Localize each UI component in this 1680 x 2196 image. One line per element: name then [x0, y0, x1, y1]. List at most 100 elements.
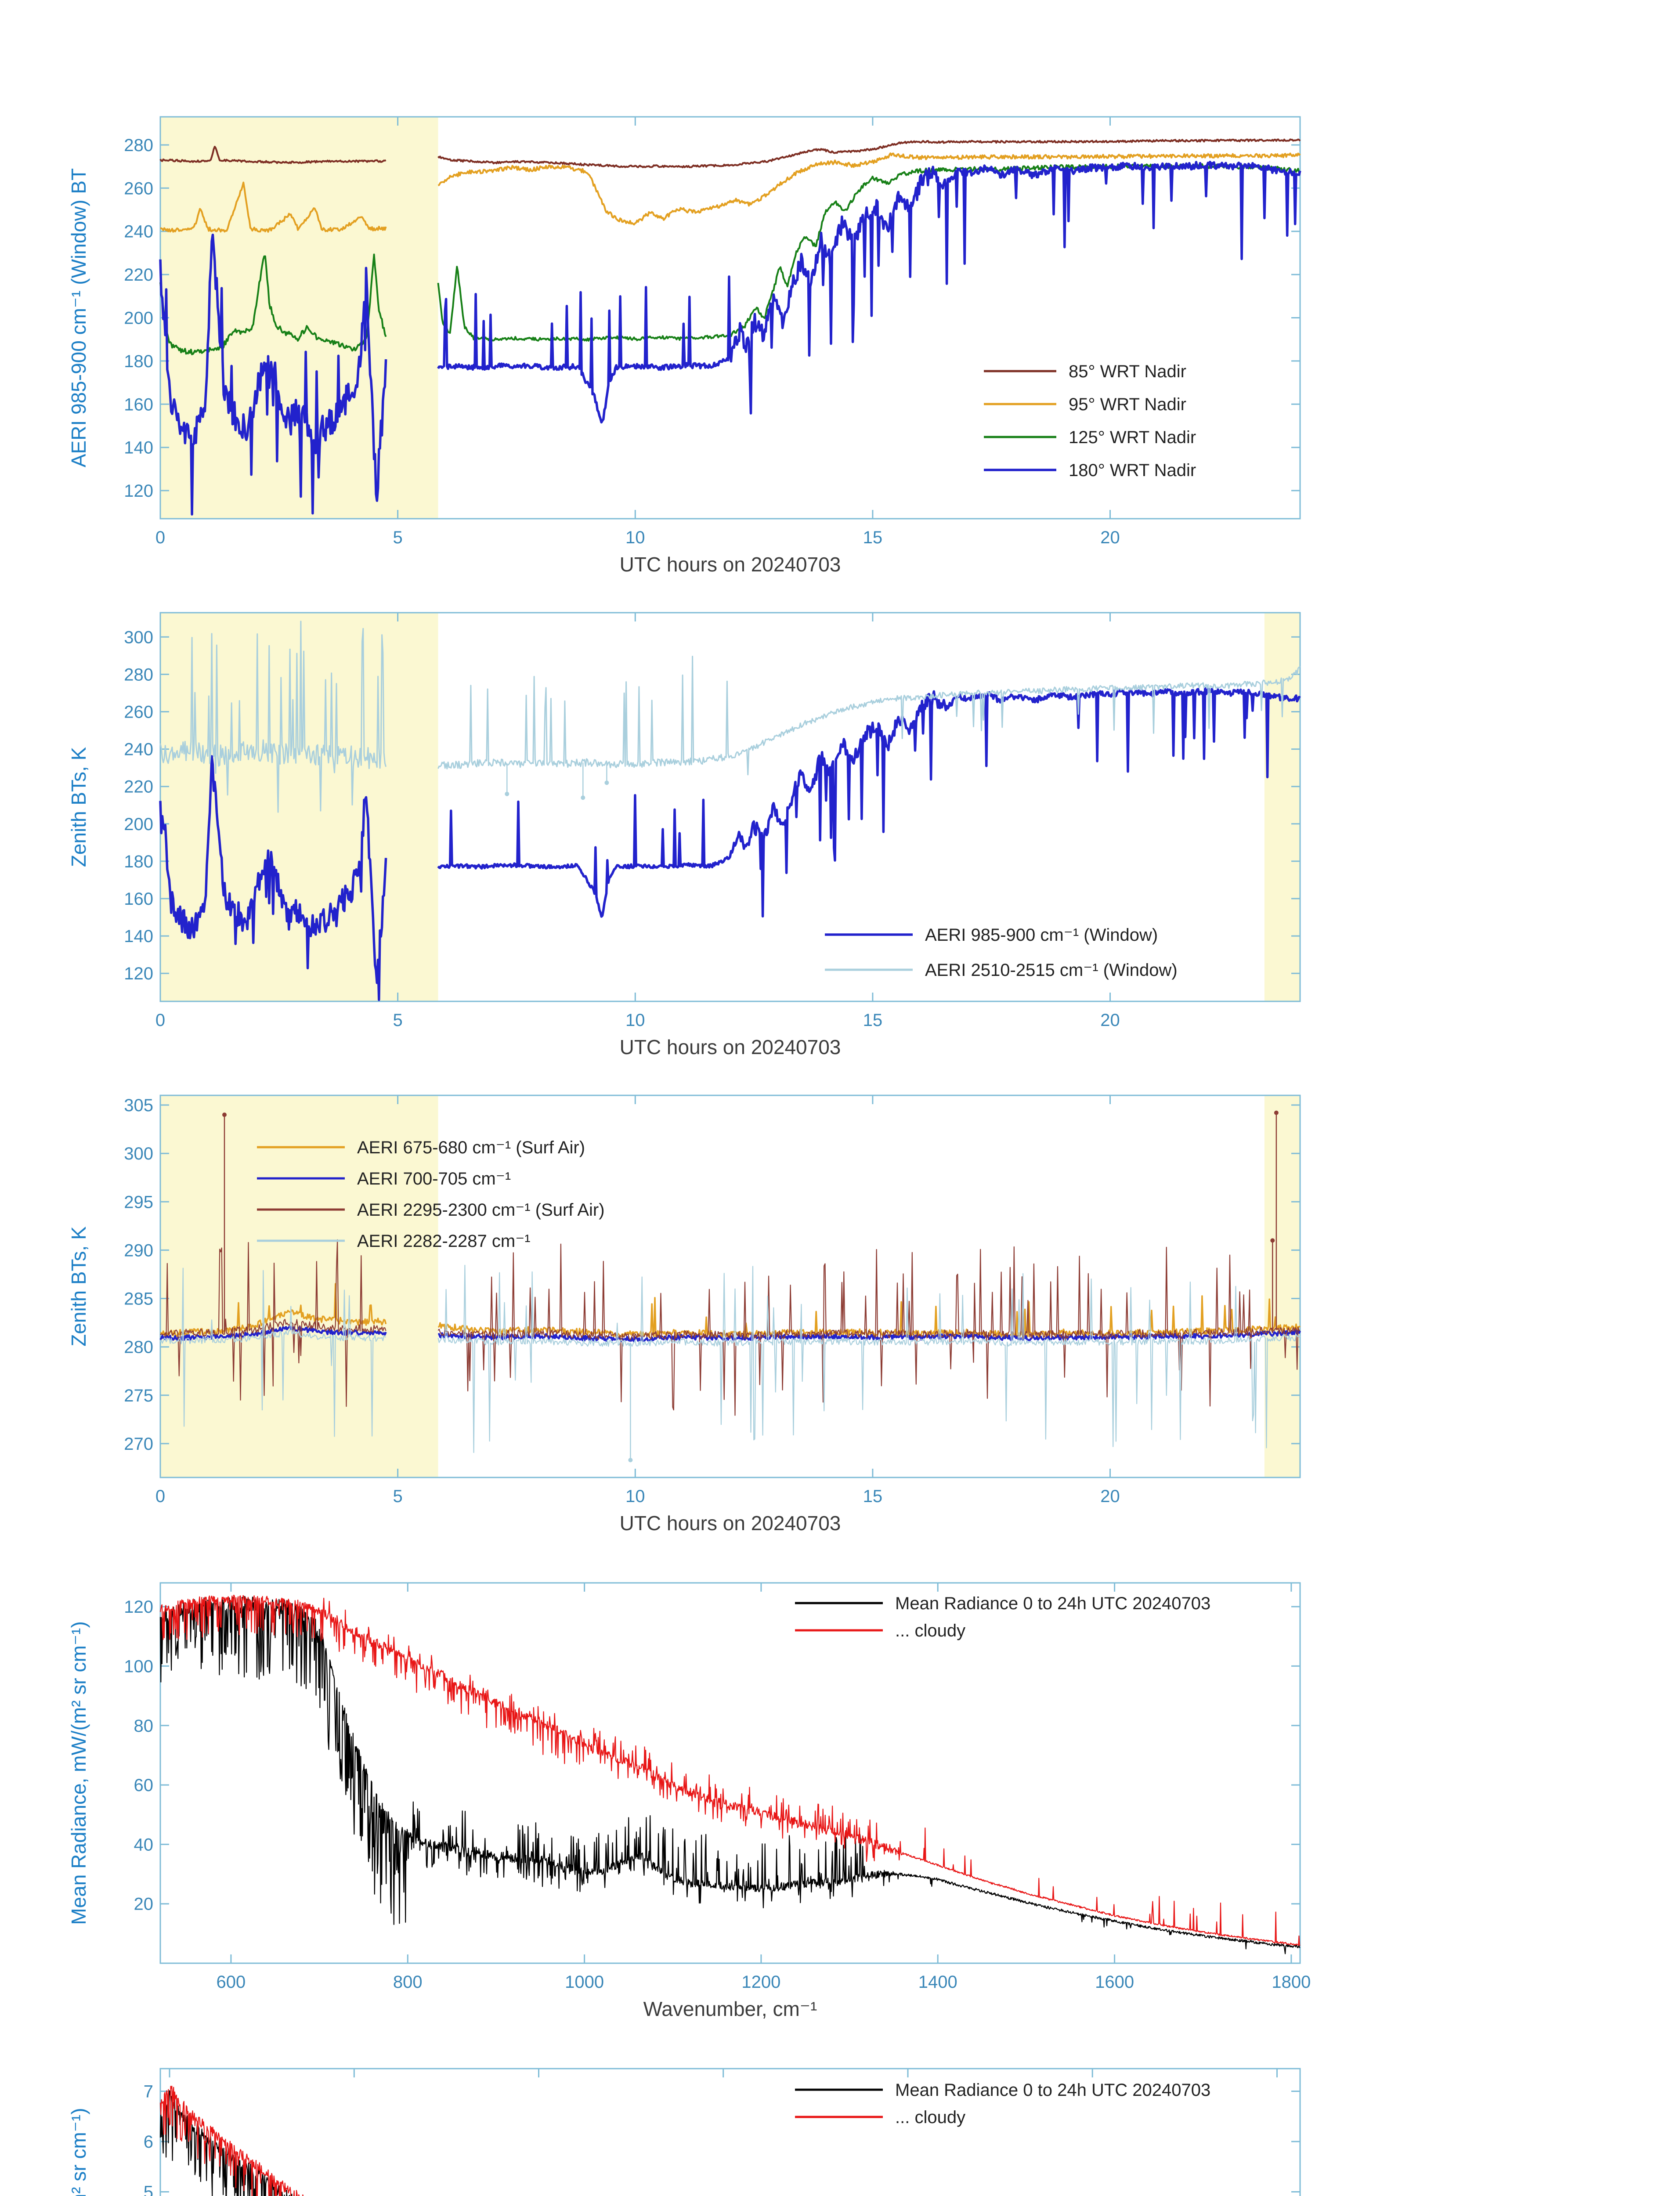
legend-label-85-wrt-nadir: 85° WRT Nadir	[1069, 362, 1186, 381]
y-axis-title: AERI 985-900 cm⁻¹ (Window) BT	[67, 168, 90, 467]
y-tick-label: 270	[124, 1434, 153, 1454]
y-axis-title: Zenith BTs, K	[67, 747, 90, 867]
series-line-mean-radiance-0-to-24h-utc-20240703	[159, 1596, 1301, 1954]
highlight-band	[1264, 613, 1300, 1001]
highlight-band	[1264, 1095, 1300, 1477]
panel-3: 0 5 10 15 20 270 275 280 285 290 295 300 305 AERI 675…	[67, 1094, 1301, 1535]
x-axis-title: UTC hours on 20240703	[620, 553, 841, 576]
y-tick-label: 260	[124, 703, 153, 722]
y-tick-label: 240	[124, 222, 153, 242]
series-line-aeri-2282-2287-cm	[437, 1264, 1301, 1453]
legend-label-95-wrt-nadir: 95° WRT Nadir	[1069, 395, 1186, 414]
legend-label-125-wrt-nadir: 125° WRT Nadir	[1069, 428, 1196, 447]
y-tick-label: 300	[124, 628, 153, 647]
x-axis-title: Wavenumber, cm⁻¹	[643, 1997, 817, 2020]
x-tick-label: 1800	[1272, 1972, 1311, 1992]
series-marker-aeri-2295-2300-cm-surf-air	[1270, 1238, 1275, 1243]
series-line-125-wrt-nadir	[159, 253, 387, 355]
series-line-mean-radiance-0-to-24h-utc-20240703	[159, 2090, 296, 2196]
series-line-aeri-2510-2515-cm-window	[437, 656, 1301, 776]
y-tick-label: 180	[124, 352, 153, 371]
series-line-95-wrt-nadir	[160, 181, 387, 233]
y-axis-title: Zenith BTs, K	[67, 1226, 90, 1347]
highlight-band	[160, 1095, 438, 1477]
y-axis-title: Mean Radiance, mW/(m² sr cm⁻¹)	[67, 2108, 90, 2196]
series-line-95-wrt-nadir	[437, 152, 1301, 226]
series-marker-aeri-2282-2287-cm	[628, 1458, 633, 1463]
series-marker-aeri-2510-2515-cm-window	[581, 795, 585, 800]
x-tick-label: 0	[155, 1487, 165, 1506]
x-tick-label: 5	[393, 1011, 402, 1030]
y-axis-title: Mean Radiance, mW/(m² sr cm⁻¹)	[67, 1621, 90, 1925]
series-line-180-wrt-nadir	[437, 160, 1301, 424]
y-tick-label: 100	[124, 1657, 153, 1676]
x-tick-label: 0	[155, 528, 165, 547]
legend-label-mean-radiance-0-to-24h-utc-20240703: Mean Radiance 0 to 24h UTC 20240703	[895, 1594, 1210, 1613]
y-tick-label: 220	[124, 265, 153, 285]
x-tick-label: 5	[393, 1487, 402, 1506]
x-tick-label: 20	[1100, 528, 1120, 547]
y-tick-label: 275	[124, 1386, 153, 1405]
series-line-cloudy	[159, 1594, 1301, 1946]
x-tick-label: 10	[625, 528, 645, 547]
x-tick-label: 5	[393, 528, 402, 547]
y-tick-label: 120	[124, 481, 153, 501]
y-tick-label: 180	[124, 852, 153, 871]
panel-2: 0 5 10 15 20 120 140 160 180 200 220 240 260 280 300 AE…	[67, 612, 1301, 1058]
y-tick-label: 305	[124, 1096, 153, 1115]
series-line-cloudy	[159, 2085, 304, 2196]
series-marker-aeri-2295-2300-cm-surf-air	[222, 1112, 227, 1117]
series-line-85-wrt-nadir	[159, 145, 387, 164]
legend-label-cloudy: ... cloudy	[895, 1621, 965, 1640]
y-tick-label: 120	[124, 1597, 153, 1617]
x-tick-label: 1200	[741, 1972, 780, 1992]
series-marker-aeri-2510-2515-cm-window	[604, 780, 609, 785]
legend-label-aeri-675-680-cm-surf-air: AERI 675-680 cm⁻¹ (Surf Air)	[357, 1138, 585, 1157]
legend-label-aeri-2282-2287-cm: AERI 2282-2287 cm⁻¹	[357, 1232, 531, 1251]
x-tick-label: 1600	[1095, 1972, 1134, 1992]
plot-box	[159, 1094, 1301, 1478]
y-tick-label: 260	[124, 179, 153, 198]
y-tick-label: 120	[124, 964, 153, 983]
panel-5: 180020002200240026002800300001234567Mean…	[67, 2068, 1301, 2196]
x-axis-title: UTC hours on 20240703	[620, 1512, 841, 1535]
y-tick-label: 160	[124, 395, 153, 414]
legend-label-aeri-2510-2515-cm-window: AERI 2510-2515 cm⁻¹ (Window)	[925, 961, 1178, 980]
y-tick-label: 295	[124, 1192, 153, 1212]
legend-label-aeri-985-900-cm-window: AERI 985-900 cm⁻¹ (Window)	[925, 925, 1158, 945]
legend-label-cloudy: ... cloudy	[895, 2108, 965, 2127]
highlight-band	[160, 613, 438, 1001]
series-line-aeri-2282-2287-cm	[160, 1268, 386, 1437]
x-axis-title: UTC hours on 20240703	[620, 1036, 841, 1058]
y-tick-label: 220	[124, 777, 153, 797]
x-tick-label: 1000	[565, 1972, 604, 1992]
y-tick-label: 20	[134, 1895, 154, 1914]
x-tick-label: 20	[1100, 1011, 1120, 1030]
y-tick-label: 200	[124, 815, 153, 834]
y-tick-label: 240	[124, 740, 153, 759]
y-tick-label: 140	[124, 927, 153, 946]
legend-label-mean-radiance-0-to-24h-utc-20240703: Mean Radiance 0 to 24h UTC 20240703	[895, 2080, 1210, 2100]
series-line-180-wrt-nadir	[159, 233, 387, 516]
series-marker-aeri-2295-2300-cm-surf-air	[1274, 1110, 1279, 1115]
x-tick-label: 15	[863, 1011, 883, 1030]
x-tick-label: 800	[393, 1972, 423, 1992]
y-tick-label: 40	[134, 1835, 154, 1854]
series-line-aeri-2510-2515-cm-window	[159, 621, 387, 813]
panel-4: 600 800 1000 1200 1400 1600 1800 20 40 60 80 100 120…	[67, 1582, 1311, 2020]
y-tick-label: 280	[124, 1338, 153, 1357]
plot-box	[159, 2068, 1301, 2196]
x-tick-label: 10	[625, 1487, 645, 1506]
panel-1: 0 5 10 15 20 120 140 160 180 200 220 240 260 280 85° W…	[67, 116, 1301, 576]
x-tick-label: 1400	[918, 1972, 957, 1992]
x-tick-label: 0	[155, 1011, 165, 1030]
plot-box	[159, 1582, 1301, 1964]
x-tick-label: 600	[217, 1972, 246, 1992]
y-tick-label: 160	[124, 889, 153, 909]
y-tick-label: 60	[134, 1776, 154, 1795]
series-line-aeri-2295-2300-cm-surf-air	[437, 1243, 1301, 1416]
y-tick-label: 5	[144, 2183, 153, 2196]
series-line-85-wrt-nadir	[437, 138, 1301, 169]
